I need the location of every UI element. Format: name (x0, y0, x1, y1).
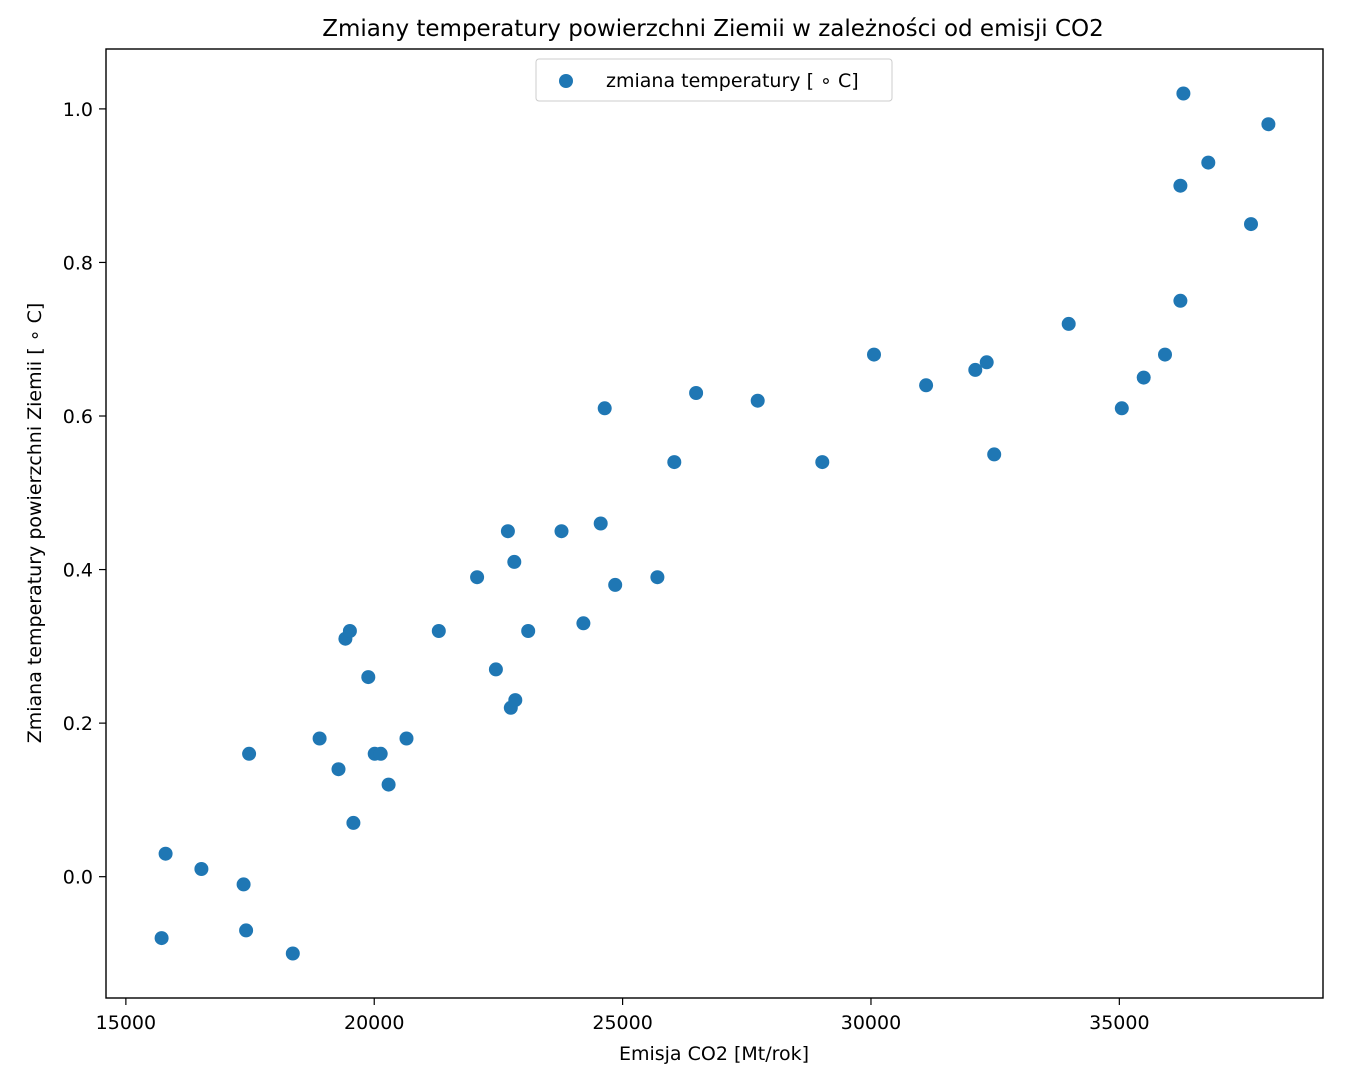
y-tick-label: 1.0 (63, 99, 93, 121)
data-point (342, 624, 357, 638)
data-point (815, 455, 830, 470)
x-tick-label: 35000 (1089, 1012, 1149, 1034)
data-point (488, 662, 503, 677)
data-point (1158, 347, 1172, 362)
x-axis-label: Emisja CO2 [Mt/rok] (619, 1043, 809, 1065)
data-point (521, 624, 536, 638)
data-point (1176, 86, 1191, 101)
data-point (1173, 178, 1188, 193)
data-point (346, 815, 361, 830)
data-point (500, 524, 515, 539)
x-tick-label: 15000 (96, 1012, 156, 1034)
data-point (242, 746, 257, 761)
data-point (285, 946, 300, 961)
data-point (194, 862, 209, 876)
legend: zmiana temperatury [ ∘ C] (535, 58, 893, 102)
data-point (373, 746, 388, 761)
data-point (1201, 155, 1216, 170)
data-point (158, 846, 173, 861)
y-tick-label: 0.2 (63, 713, 93, 735)
plot-frame (105, 48, 1324, 999)
data-point (331, 762, 346, 777)
data-point (1244, 217, 1258, 232)
chart-title: Zmiany temperatury powierzchni Ziemii w … (322, 16, 1104, 42)
data-point (968, 362, 983, 377)
data-point (576, 616, 591, 631)
data-point (667, 455, 682, 470)
data-point (508, 693, 523, 708)
x-tick-label: 25000 (592, 1012, 652, 1034)
data-point (507, 554, 522, 569)
data-point (312, 731, 327, 746)
y-tick-label: 0.8 (63, 252, 93, 274)
data-point (1173, 293, 1188, 308)
y-axis-ticks: 0.0 0.2 0.4 0.6 0.8 1.0 (63, 99, 106, 889)
y-axis-label: Zmiana temperatury powierzchni Ziemii [ … (24, 303, 46, 744)
data-point (597, 401, 612, 416)
data-point (1136, 370, 1151, 385)
data-point (1261, 117, 1276, 132)
data-point (1061, 316, 1076, 331)
data-point (239, 923, 254, 938)
y-tick-label: 0.0 (63, 867, 93, 889)
data-points (154, 86, 1276, 961)
data-point (236, 877, 251, 892)
legend-label: zmiana temperatury [ ∘ C] (606, 70, 859, 92)
data-point (399, 731, 414, 746)
data-point (554, 524, 569, 539)
data-point (750, 393, 765, 408)
data-point (689, 386, 704, 400)
x-tick-label: 20000 (344, 1012, 404, 1034)
y-tick-label: 0.6 (63, 406, 93, 428)
data-point (593, 516, 608, 531)
data-point (361, 670, 376, 685)
legend-box (535, 58, 893, 102)
y-tick-label: 0.4 (63, 560, 93, 582)
data-point (470, 570, 485, 585)
data-point (1114, 401, 1129, 416)
data-point (381, 777, 396, 792)
data-point (979, 355, 994, 370)
data-point (867, 347, 881, 362)
data-point (650, 570, 665, 585)
data-point (919, 378, 934, 393)
data-point (431, 624, 446, 638)
data-point (608, 577, 623, 592)
x-axis-ticks: 15000 20000 25000 30000 35000 (96, 998, 1150, 1034)
data-point (987, 447, 1002, 462)
data-point (154, 931, 169, 946)
x-tick-label: 30000 (841, 1012, 901, 1034)
legend-marker (559, 74, 573, 88)
